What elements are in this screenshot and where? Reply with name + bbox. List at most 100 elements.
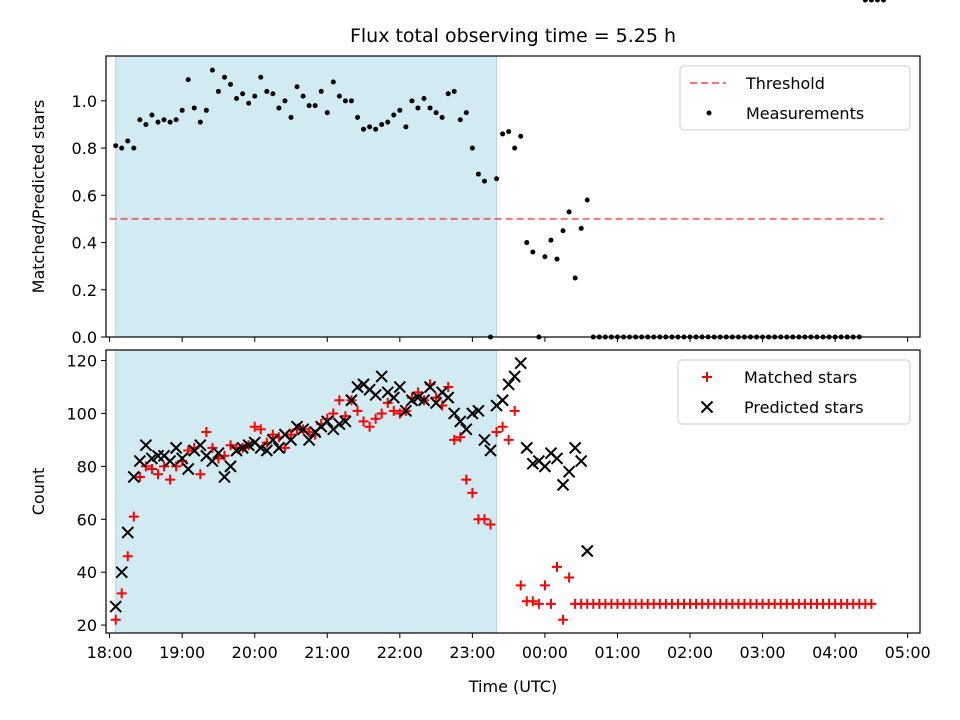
matched-star-point	[388, 405, 399, 416]
measurement-point	[167, 119, 173, 125]
measurement-point	[433, 110, 439, 116]
predicted-star-point	[345, 394, 358, 407]
matched-star-point	[552, 561, 563, 572]
legend-box	[677, 359, 911, 425]
predicted-star-point	[296, 423, 310, 436]
y-axis-label: Count	[29, 468, 48, 516]
matched-star-point	[461, 474, 472, 485]
x-tick-label: 20:00	[232, 643, 278, 662]
measurement-point	[560, 228, 566, 234]
measurement-point	[445, 91, 451, 97]
measurement-point	[228, 81, 234, 87]
measurement-point	[119, 145, 125, 151]
measurement-point	[463, 110, 469, 116]
predicted-star-point	[369, 388, 382, 402]
matched-star-point	[533, 598, 544, 609]
x-tick-label: 02:00	[667, 643, 713, 662]
measurement-point	[179, 107, 185, 113]
predicted-star-point	[127, 470, 141, 484]
matched-star-point	[122, 551, 133, 562]
measurement-point	[324, 110, 330, 116]
predicted-star-point	[399, 404, 413, 418]
y-tick-label: 40	[77, 563, 97, 582]
measurement-point	[203, 107, 209, 113]
measurement-point	[451, 88, 457, 94]
measurement-point	[252, 93, 258, 99]
measurement-point	[336, 93, 342, 99]
predicted-star-point	[460, 423, 473, 436]
x-tick-label: 03:00	[740, 643, 786, 662]
predicted-star-point	[206, 454, 219, 468]
measurement-point	[391, 112, 397, 118]
matched-star-point	[485, 519, 496, 530]
measurement-point	[572, 275, 578, 281]
measurement-point	[421, 96, 427, 102]
measurement-point	[494, 176, 500, 182]
predicted-star-point	[478, 433, 491, 447]
measurement-point	[554, 256, 560, 262]
predicted-star-point	[568, 441, 582, 455]
x-tick-label: 22:00	[377, 643, 423, 662]
matched-star-point	[352, 405, 363, 416]
predicted-star-point	[472, 404, 485, 418]
predicted-star-point	[115, 565, 128, 579]
predicted-star-point	[581, 544, 594, 558]
measurement-point	[288, 114, 294, 120]
measurement-point	[306, 103, 312, 109]
legend-label: Matched stars	[744, 368, 857, 387]
matched-star-point	[128, 511, 139, 522]
matched-star-point	[509, 405, 520, 416]
matched-star-point	[564, 572, 575, 583]
measurement-point	[506, 129, 512, 135]
predicted-star-point	[194, 439, 207, 452]
predicted-star-point	[417, 394, 431, 407]
predicted-star-point	[218, 470, 231, 484]
matched-star-point	[491, 426, 502, 437]
predicted-star-point	[109, 600, 122, 613]
predicted-star-point	[321, 415, 334, 428]
measurement-point	[361, 126, 367, 132]
measurement-point	[439, 114, 445, 120]
legend-box	[679, 65, 911, 131]
matched-star-point	[449, 434, 460, 445]
measurement-point	[276, 105, 282, 111]
y-tick-label: 100	[66, 404, 97, 423]
measurement-point	[240, 91, 246, 97]
x-tick-label: 21:00	[304, 643, 350, 662]
predicted-star-point	[175, 452, 189, 465]
x-tick-label: 05:00	[885, 643, 931, 662]
matched-star-point	[183, 445, 194, 456]
matched-star-point	[364, 421, 375, 432]
measurement-point	[348, 98, 354, 104]
matched-star-point	[467, 487, 478, 498]
predicted-star-point	[224, 460, 237, 473]
axes-frame	[105, 55, 921, 338]
measurement-point	[282, 98, 288, 104]
matched-star-point	[152, 469, 163, 480]
measurement-point	[385, 119, 391, 125]
y-axis-label: Matched/Predicted stars	[29, 100, 48, 294]
measurement-point	[373, 126, 379, 132]
measurement-point	[409, 98, 415, 104]
measurement-point	[566, 209, 572, 215]
y-tick-label: 60	[77, 510, 97, 529]
measurement-point	[143, 121, 149, 127]
predicted-star-point	[393, 380, 407, 394]
legend-label: Predicted stars	[744, 398, 864, 417]
legend-predicted-swatch	[700, 400, 714, 414]
measurement-point	[427, 105, 433, 111]
measurement-point	[530, 249, 536, 255]
matched-star-point	[412, 387, 423, 398]
measurement-point	[318, 88, 324, 94]
predicted-star-point	[266, 433, 280, 447]
x-tick-label: 04:00	[812, 643, 858, 662]
matched-star-point	[225, 440, 236, 451]
measurement-point	[191, 105, 197, 111]
measurement-point	[379, 121, 385, 127]
predicted-star-point	[182, 462, 195, 476]
y-tick-label: 120	[66, 352, 97, 371]
measurement-point	[221, 74, 227, 80]
measurement-point	[524, 240, 530, 246]
measurement-point	[874, 0, 880, 3]
measurement-point	[542, 254, 548, 260]
